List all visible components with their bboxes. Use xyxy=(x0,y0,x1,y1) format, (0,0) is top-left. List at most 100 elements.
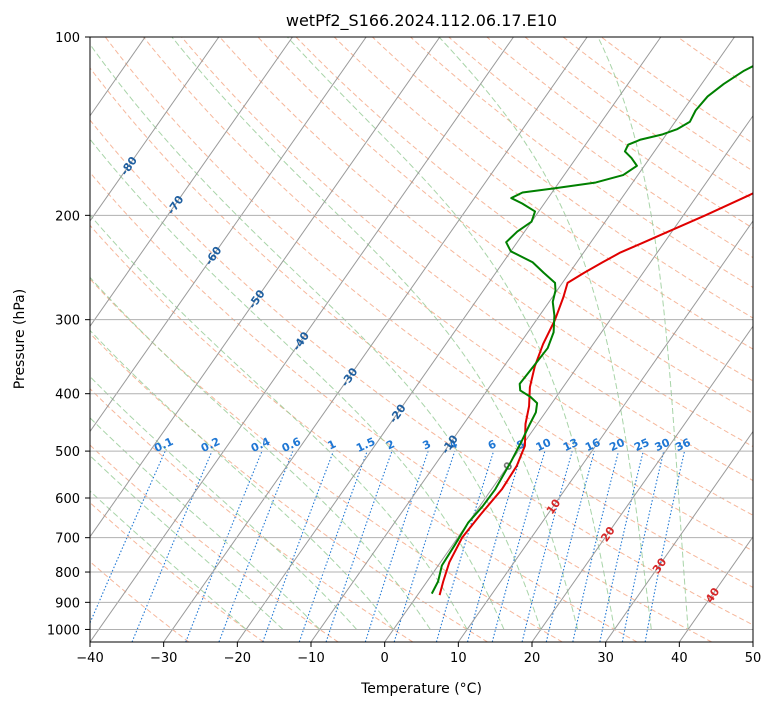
mixing-ratio-label: 0.1 xyxy=(152,435,175,455)
temperature-profile-line xyxy=(438,192,753,596)
y-axis-label: Pressure (hPa) xyxy=(12,289,28,389)
x-tick-label: 10 xyxy=(450,651,467,666)
mixing-ratio-label: 16 xyxy=(583,436,603,454)
isotherm-line xyxy=(90,37,293,328)
dry-adiabat-line xyxy=(372,37,753,319)
y-tick-label: 500 xyxy=(55,445,80,460)
mixing-ratio-line xyxy=(621,450,665,642)
isotherm-label: -10 xyxy=(439,432,461,456)
y-tick-label: 800 xyxy=(55,566,80,581)
mixing-ratio-label: 25 xyxy=(632,436,651,454)
isotherm-label: -40 xyxy=(290,329,312,353)
isotherms xyxy=(90,37,753,642)
mixing-ratio-line xyxy=(364,450,429,642)
mixing-ratio-line xyxy=(435,450,495,642)
dry-adiabat-line xyxy=(754,37,775,642)
isotherm-line xyxy=(384,114,753,642)
y-tick-label: 700 xyxy=(55,532,80,547)
mixing-ratio-line xyxy=(218,450,294,642)
mixing-ratio-label: 3 xyxy=(421,437,433,452)
dry-adiabat-line xyxy=(90,67,753,588)
dry-adiabat-line xyxy=(448,37,753,259)
moist-adiabat-line xyxy=(438,37,652,630)
dry-adiabat-line xyxy=(90,560,190,642)
mixing-ratio-line xyxy=(491,450,546,642)
y-tick-label: 300 xyxy=(55,314,80,329)
isotherm-line xyxy=(236,37,662,642)
dry-adiabat-line xyxy=(410,37,753,289)
moist-adiabat-line xyxy=(90,417,321,630)
x-tick-label: −30 xyxy=(150,651,177,666)
isotherm-line xyxy=(605,430,753,642)
isotherm-label: 30 xyxy=(650,556,670,576)
mixing-ratio-line xyxy=(325,450,393,642)
dry-adiabat-line xyxy=(333,37,753,350)
mixing-ratio-label: 6 xyxy=(486,437,499,452)
dry-adiabat-line xyxy=(181,37,753,482)
plot-area: 0.1 0.2 0.4 0.6 1 1.5 2 3 4 6 8 10 13 16 20 25 30 36-100-… xyxy=(37,37,775,642)
dry-adiabat-line xyxy=(143,37,753,516)
y-axis: 100 200 300 400 500 600 700 800 900 1000 xyxy=(47,31,90,638)
moist-adiabat-line xyxy=(90,490,247,630)
x-tick-label: 0 xyxy=(381,651,389,666)
mixing-ratio-line xyxy=(90,450,166,625)
mixing-ratio-line xyxy=(521,450,573,642)
mixing-ratio-label: 1.5 xyxy=(354,435,377,455)
moist-adiabats xyxy=(90,37,689,630)
isotherm-line xyxy=(310,37,735,642)
y-tick-label: 600 xyxy=(55,492,80,507)
profile-lines xyxy=(430,65,753,596)
isotherm-line xyxy=(90,37,441,538)
pressure-gridlines xyxy=(90,37,753,630)
isotherm-label: -30 xyxy=(338,365,360,389)
mixing-ratio-label: 13 xyxy=(561,436,580,454)
dry-adiabat-line xyxy=(90,278,563,642)
dry-adiabat-line xyxy=(486,37,753,229)
isotherm-label: -70 xyxy=(164,193,186,217)
isotherm-line xyxy=(163,37,588,642)
isotherm-line xyxy=(457,220,753,642)
dry-adiabat-line xyxy=(90,171,712,642)
isotherm-label: -50 xyxy=(246,287,268,311)
mixing-ratio-line xyxy=(262,450,334,642)
mixing-ratio-line xyxy=(466,450,523,642)
x-tick-label: 20 xyxy=(524,651,541,666)
mixing-ratio-label: 10 xyxy=(534,436,554,454)
x-tick-label: 40 xyxy=(671,651,688,666)
mixing-ratio-lines xyxy=(90,450,686,642)
y-tick-label: 1000 xyxy=(47,623,80,638)
dewpoint-profile-line xyxy=(430,65,753,595)
mixing-ratio-label: 36 xyxy=(673,436,693,454)
plot-frame xyxy=(89,36,754,643)
dry-adiabat-line xyxy=(219,37,753,448)
isotherm-label: 10 xyxy=(544,496,564,516)
mixing-ratio-line xyxy=(185,450,263,642)
chart-title: wetPf2_S166.2024.112.06.17.E10 xyxy=(286,11,557,31)
isotherm-line xyxy=(752,641,753,642)
dry-adiabat-line xyxy=(90,444,339,642)
moist-adiabat-line xyxy=(90,454,284,630)
isotherm-label: -100 xyxy=(37,53,64,83)
mixing-ratio-line xyxy=(599,450,644,642)
dry-adiabat-line xyxy=(524,37,753,200)
x-tick-label: 50 xyxy=(745,651,762,666)
dry-adiabat-line xyxy=(104,37,753,552)
dry-adiabat-line xyxy=(295,37,753,382)
dry-adiabat-line xyxy=(90,501,264,642)
isotherm-line xyxy=(678,535,753,642)
isotherm-label: -20 xyxy=(387,402,409,426)
moist-adiabat-line xyxy=(286,37,615,630)
x-tick-label: 30 xyxy=(597,651,614,666)
mixing-ratio-label: 20 xyxy=(607,436,627,454)
moist-adiabat-line xyxy=(90,138,505,630)
dry-adiabat-line xyxy=(677,37,753,90)
mixing-ratio-line xyxy=(644,450,686,642)
y-tick-label: 900 xyxy=(55,596,80,611)
mixing-ratio-line xyxy=(298,450,368,642)
x-tick-label: −40 xyxy=(76,651,103,666)
dry-adiabat-line xyxy=(257,37,753,414)
mixing-ratio-line xyxy=(131,450,213,642)
moist-adiabat-line xyxy=(90,329,394,630)
moist-adiabat-line xyxy=(171,37,579,630)
